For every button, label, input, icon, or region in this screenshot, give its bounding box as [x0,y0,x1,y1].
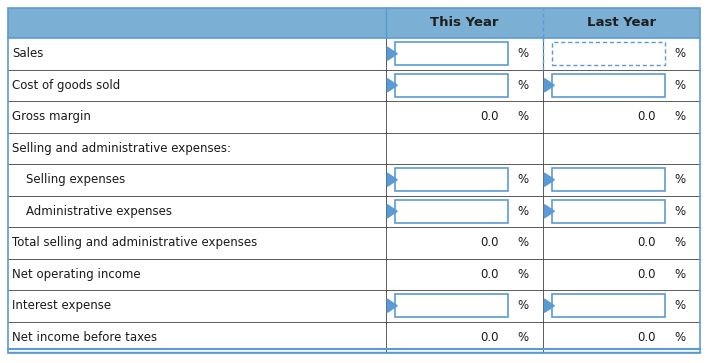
Text: %: % [517,79,528,92]
Bar [395,168,508,191]
Bar [395,74,508,97]
Text: 0.0: 0.0 [481,110,499,123]
Text: Gross margin: Gross margin [12,110,91,123]
Text: 0.0: 0.0 [481,236,499,249]
Text: %: % [674,173,685,186]
Polygon shape [544,79,554,92]
Bar [395,294,508,317]
Bar [552,200,666,223]
Text: Total selling and administrative expenses: Total selling and administrative expense… [12,236,257,249]
Text: Net income before taxes: Net income before taxes [12,331,157,344]
Text: %: % [517,47,528,60]
Text: %: % [674,299,685,312]
Polygon shape [387,47,397,60]
Text: %: % [517,331,528,344]
Text: Selling expenses: Selling expenses [26,173,125,186]
Text: 0.0: 0.0 [637,331,656,344]
Text: %: % [674,79,685,92]
Text: %: % [517,110,528,123]
Text: %: % [517,268,528,281]
Bar [395,42,508,65]
Polygon shape [387,299,397,313]
Polygon shape [544,205,554,218]
Text: Interest expense: Interest expense [12,299,111,312]
Text: %: % [517,299,528,312]
Text: Selling and administrative expenses:: Selling and administrative expenses: [12,142,231,155]
Text: %: % [674,110,685,123]
Polygon shape [544,299,554,313]
Text: Administrative expenses: Administrative expenses [26,205,172,218]
Text: Cost of goods sold: Cost of goods sold [12,79,120,92]
Text: %: % [517,173,528,186]
Bar [8,8,700,38]
Polygon shape [387,205,397,218]
Text: This Year: This Year [430,16,498,29]
Bar [552,42,666,65]
Polygon shape [387,173,397,186]
Text: %: % [517,205,528,218]
Text: Net operating income: Net operating income [12,268,141,281]
Text: 0.0: 0.0 [637,236,656,249]
Polygon shape [387,79,397,92]
Text: %: % [517,236,528,249]
Bar [552,294,666,317]
Text: %: % [674,268,685,281]
Text: %: % [674,205,685,218]
Text: 0.0: 0.0 [481,268,499,281]
Polygon shape [544,173,554,186]
Text: 0.0: 0.0 [637,110,656,123]
Text: Last Year: Last Year [587,16,656,29]
Text: 0.0: 0.0 [637,268,656,281]
Text: %: % [674,47,685,60]
Bar [552,168,666,191]
Text: 0.0: 0.0 [481,331,499,344]
Bar [552,74,666,97]
Text: Sales: Sales [12,47,43,60]
Bar [395,200,508,223]
Text: %: % [674,236,685,249]
Text: %: % [674,331,685,344]
